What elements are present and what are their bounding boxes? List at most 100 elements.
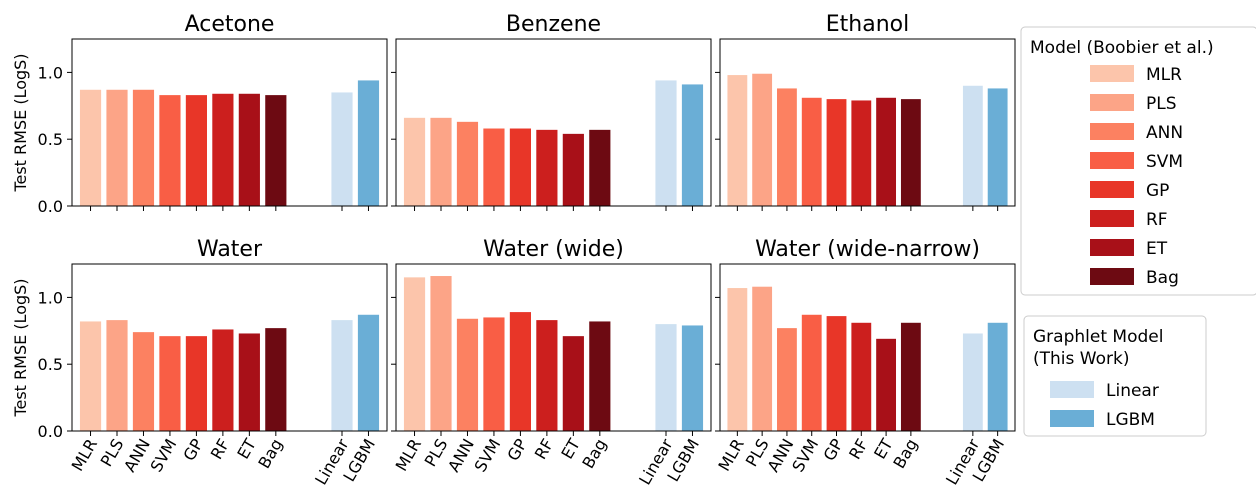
bar-lgbm [357, 314, 380, 431]
bar-gp [185, 95, 207, 206]
x-tick-label: ANN [120, 436, 154, 476]
bar-mlr [727, 75, 748, 207]
bar-pls [106, 320, 128, 431]
bar-linear [331, 320, 353, 431]
legend-label-lgbm: LGBM [1106, 410, 1155, 430]
bar-gp [826, 316, 847, 431]
legend-frame [1023, 315, 1207, 437]
axes-frame [395, 263, 712, 432]
bar-et [238, 333, 260, 431]
legend-boobier: Model (Boobier et al.) MLR PLS ANN SVM GP RF ET… [1020, 26, 1256, 296]
legend-swatch-linear [1050, 381, 1094, 398]
bar-pls [430, 117, 452, 206]
bar-svm [159, 336, 181, 431]
legend-label-bag: Bag [1146, 268, 1179, 288]
bar-mlr [403, 277, 426, 431]
legend-title-line2: (This Work) [1033, 349, 1129, 369]
bar-pls [752, 73, 773, 207]
x-tick-label: ANN [444, 436, 478, 476]
bar-ann [132, 89, 155, 206]
bar-mlr [403, 117, 426, 206]
bar-ann [132, 332, 155, 431]
legend-swatch-mlr [1090, 65, 1134, 82]
y-tick-label: 1.0 [38, 288, 63, 307]
legend-swatch-gp [1090, 181, 1134, 198]
bar-linear [331, 92, 353, 206]
bar-rf [212, 329, 234, 431]
bar-mlr [79, 321, 102, 431]
bar-svm [801, 314, 822, 431]
bar-linear [655, 80, 677, 206]
panel-title: Ethanol [826, 12, 909, 37]
bar-svm [483, 128, 505, 206]
bar-lgbm [681, 325, 704, 431]
x-tick-label: SVM [146, 436, 180, 476]
bar-rf [536, 129, 558, 206]
panel-acetone: Acetone 0.0 0.5 1.0 Test RMSE (LogS) [11, 12, 388, 216]
bar-bag [900, 322, 921, 431]
bar-rf [212, 93, 234, 206]
panel-benzene: Benzene [391, 12, 712, 211]
bar-et [876, 338, 897, 431]
bar-bag [589, 321, 611, 431]
bar-gp [826, 99, 847, 206]
bar-ann [456, 121, 479, 206]
y-tick-label: 0.5 [38, 355, 63, 374]
legend-graphlet: Graphlet Model(This Work) Linear LGBM [1023, 315, 1207, 437]
legend-swatch-svm [1090, 152, 1134, 169]
bar-ann [456, 318, 479, 431]
x-tick-label: GP [503, 435, 531, 464]
y-tick-label: 1.0 [38, 63, 63, 82]
panel-water-wide-narrow: Water (wide-narrow)MLRPLSANNSVMGPRFETBag… [714, 237, 1016, 488]
y-tick-label: 0.5 [38, 130, 63, 149]
bar-bag [265, 95, 287, 206]
bar-et [238, 93, 260, 206]
legend-swatch-pls [1090, 94, 1134, 111]
legend-title-line1: Graphlet Model [1033, 327, 1163, 347]
bar-lgbm [987, 88, 1008, 206]
legend-label-pls: PLS [1146, 94, 1177, 114]
panel-title: Acetone [185, 12, 275, 37]
x-tick-label: Bag [889, 436, 921, 472]
x-tick-label: SVM [470, 436, 504, 476]
axes-frame [71, 38, 388, 207]
panel-ethanol: Ethanol [715, 12, 1016, 211]
legend-swatch-bag [1090, 268, 1134, 285]
legend-swatch-et [1090, 239, 1134, 256]
bar-bag [900, 99, 921, 206]
y-tick-label: 0.0 [38, 422, 63, 441]
bar-ann [777, 328, 797, 431]
x-tick-label: GP [179, 435, 207, 464]
x-tick-label: RF [207, 436, 234, 463]
axes-frame [71, 263, 388, 432]
y-tick-label: 0.0 [38, 197, 63, 216]
panel-title: Benzene [506, 12, 601, 37]
axes-frame [719, 38, 1016, 207]
x-tick-label: MLR [714, 436, 747, 475]
bar-rf [536, 320, 558, 431]
legend-label-svm: SVM [1146, 152, 1183, 172]
x-tick-label: ANN [763, 436, 797, 476]
bar-lgbm [681, 84, 704, 206]
legend-label-ann: ANN [1146, 123, 1183, 143]
bar-mlr [79, 89, 102, 206]
legend-label-linear: Linear [1106, 381, 1159, 401]
bar-ann [777, 88, 797, 206]
x-tick-label: RF [845, 436, 872, 463]
x-tick-label: MLR [392, 436, 425, 475]
legend-label-gp: GP [1146, 181, 1169, 201]
bar-pls [106, 89, 128, 206]
bar-et [562, 133, 584, 206]
bar-svm [159, 95, 181, 206]
bar-svm [801, 97, 822, 206]
legend-swatch-lgbm [1050, 410, 1094, 427]
bar-linear [962, 85, 983, 206]
x-tick-label: SVM [788, 436, 822, 476]
bar-et [562, 336, 584, 431]
panel-title: Water (wide-narrow) [755, 237, 980, 262]
bar-pls [430, 276, 452, 431]
axes-frame [395, 38, 712, 207]
x-tick-label: Bag [578, 436, 610, 472]
